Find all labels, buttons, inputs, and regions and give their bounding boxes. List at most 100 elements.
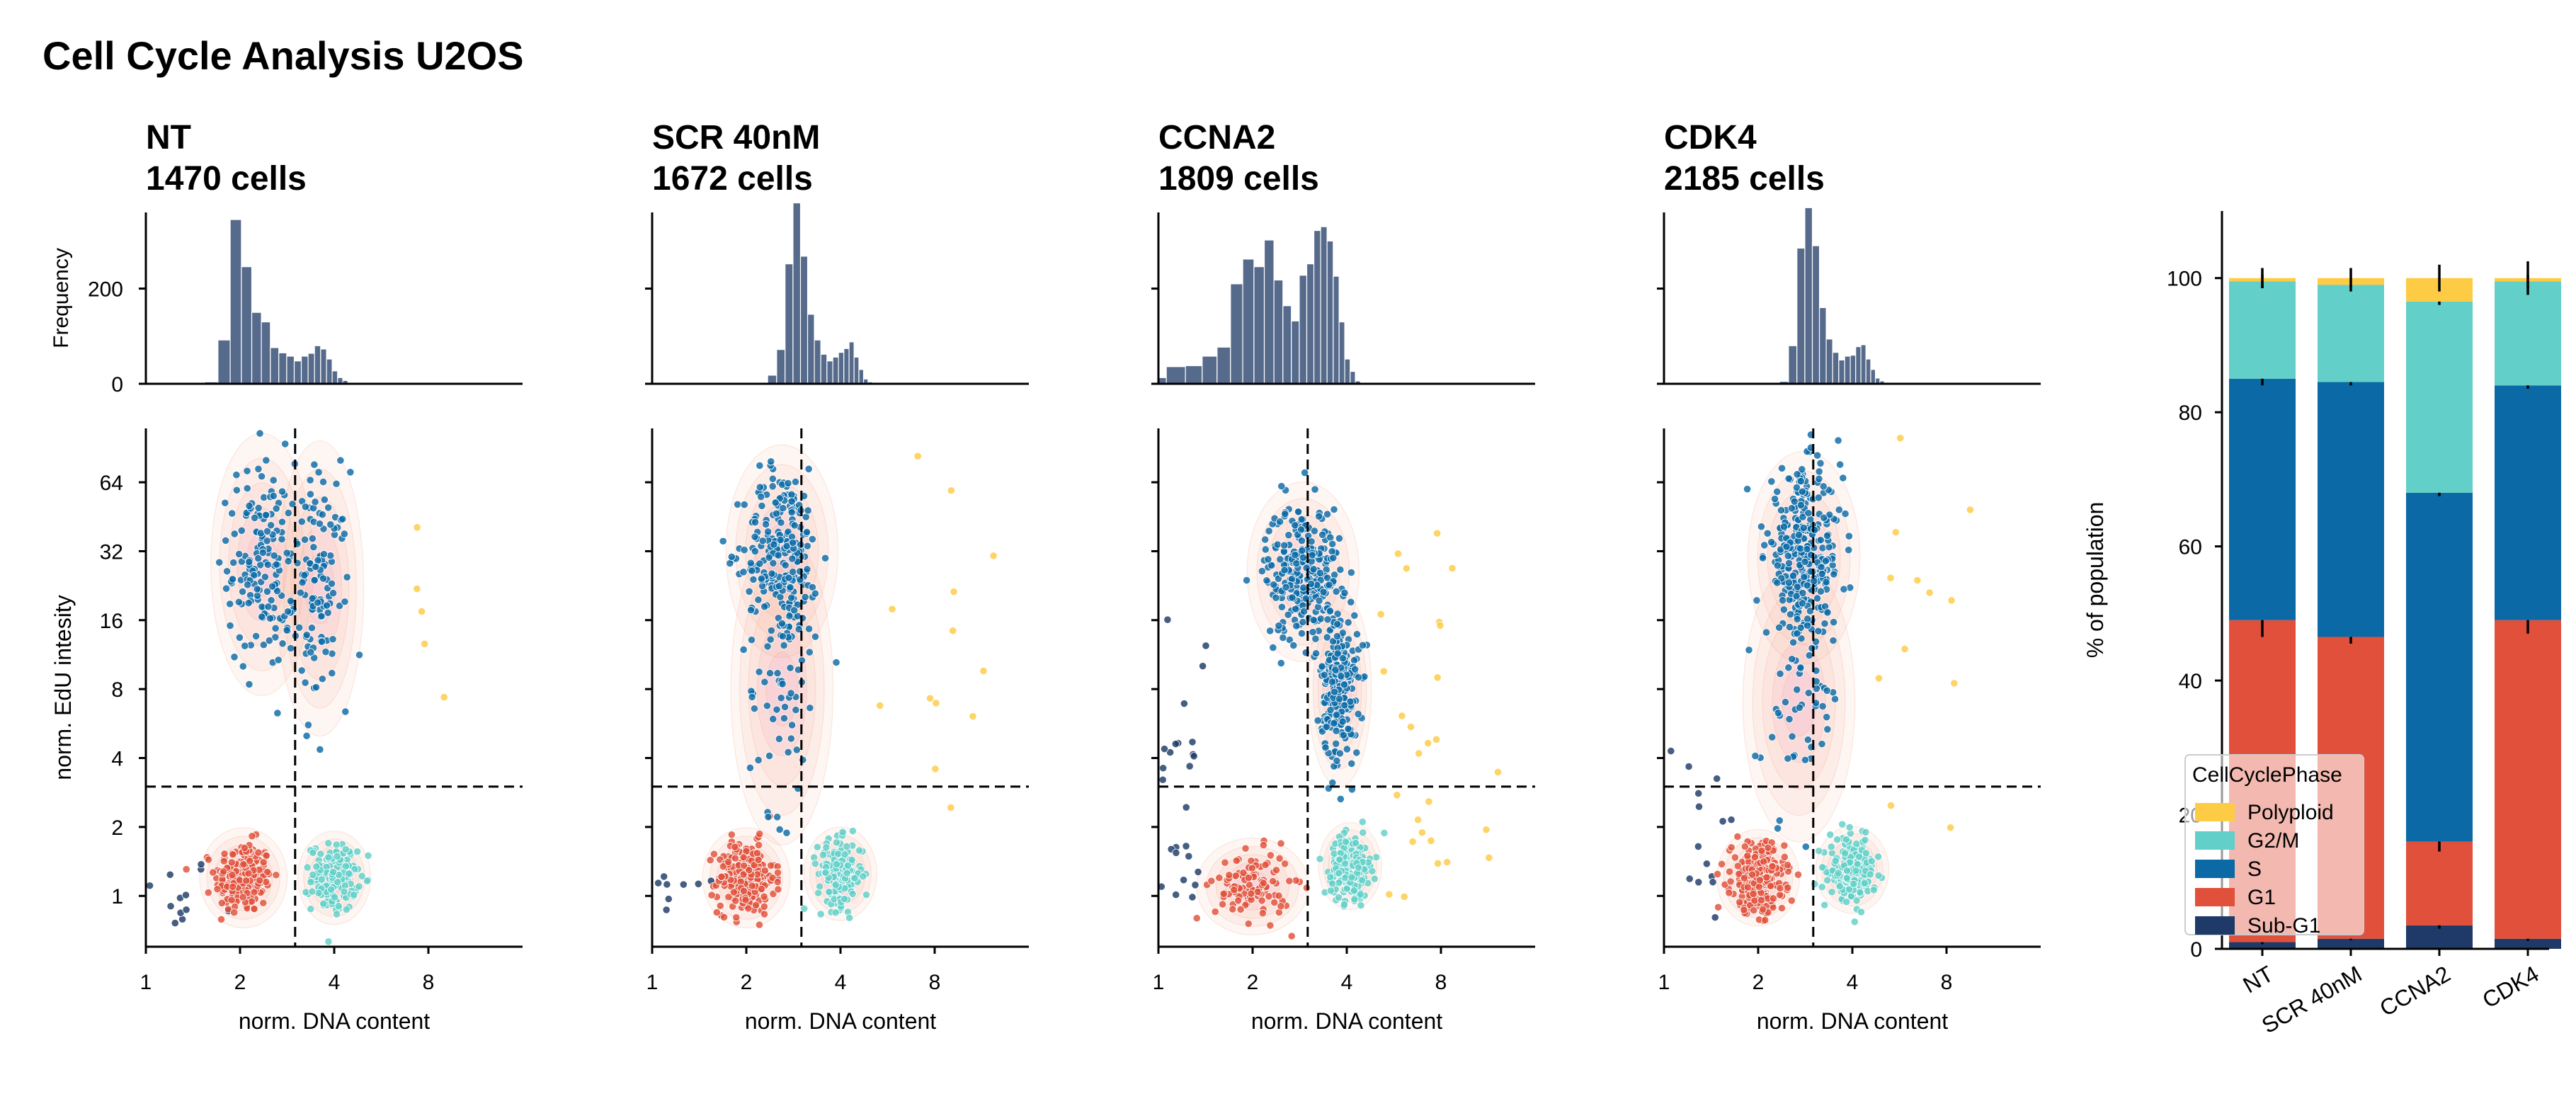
histogram-bar: [314, 345, 321, 384]
scatter-point: [706, 856, 714, 865]
scatter-point: [1795, 703, 1803, 712]
scatter-point: [227, 896, 236, 904]
histogram-ylabel: Frequency: [50, 248, 73, 348]
scatter-point: [776, 535, 785, 544]
scatter-point: [1265, 527, 1273, 535]
scatter-point: [271, 633, 280, 642]
scatter-point: [1768, 733, 1777, 741]
scatter-point: [1750, 906, 1758, 915]
scatter-point: [1310, 527, 1318, 535]
scatter-point: [166, 902, 175, 911]
scatter-point: [773, 877, 782, 887]
scatter-point: [1833, 836, 1842, 844]
scatter-point: [1292, 622, 1301, 630]
scatter-point: [309, 870, 317, 879]
scatter-point: [811, 860, 820, 868]
legend-swatch: [2195, 888, 2235, 906]
scatter-point: [1836, 460, 1845, 469]
scatter-point: [1780, 853, 1789, 861]
scatter-point: [235, 633, 244, 642]
histogram-bar: [326, 358, 333, 384]
scatter-point: [746, 763, 755, 772]
scatter-point: [1194, 867, 1202, 876]
scatter-point: [1292, 559, 1301, 568]
scatter-point: [1775, 816, 1784, 825]
scatter-point: [230, 908, 239, 917]
scatter-point: [757, 574, 765, 583]
scatter-point: [286, 644, 295, 653]
scatter-point: [273, 587, 282, 596]
scatter-point: [303, 863, 312, 872]
scatter-point: [727, 831, 736, 839]
scatter-point: [254, 503, 263, 513]
scatter-point: [771, 498, 780, 507]
scatter-point: [748, 882, 756, 890]
scatter-point: [227, 858, 236, 867]
scatter-point: [1158, 802, 1159, 804]
scatter-point: [222, 536, 230, 545]
scatter-point: [252, 632, 261, 640]
scatter-point: [1335, 534, 1344, 542]
scatter-point: [333, 852, 341, 860]
bar-category-label: CCNA2: [2376, 961, 2455, 1021]
scatter-point: [1394, 549, 1403, 558]
scatter-point: [1276, 555, 1284, 564]
scatter-point: [709, 850, 719, 858]
histogram-panel: [645, 202, 1029, 385]
histogram-bar: [1844, 355, 1851, 384]
scatter-point: [228, 575, 237, 583]
scatter-point: [1694, 789, 1703, 798]
scatter-point: [1340, 680, 1349, 689]
scatter-point: [1789, 571, 1798, 580]
scatter-point: [1211, 908, 1219, 916]
scatter-point: [739, 568, 748, 576]
scatter-point: [1820, 513, 1828, 522]
legend-label: G1: [2247, 886, 2276, 909]
scatter-xtick-label: 8: [423, 971, 435, 994]
scatter-point: [1333, 710, 1341, 719]
scatter-point: [816, 882, 824, 891]
scatter-point: [338, 515, 347, 523]
scatter-point: [229, 882, 237, 891]
scatter-point: [1857, 908, 1866, 916]
scatter-point: [1826, 831, 1835, 839]
scatter-xtick-label: 1: [1153, 971, 1165, 994]
scatter-point: [1351, 839, 1360, 848]
scatter-point: [1820, 620, 1829, 628]
scatter-point: [281, 440, 290, 448]
scatter-point: [1743, 883, 1752, 891]
scatter-point: [804, 465, 813, 473]
histogram-bar: [1202, 355, 1218, 384]
scatter-point: [1819, 482, 1828, 491]
scatter-point: [1760, 857, 1768, 866]
histogram-panel: 0 200 Frequency: [50, 212, 523, 397]
scatter-point: [1351, 665, 1360, 673]
scatter-ytick-label: 2: [111, 816, 123, 840]
scatter-point: [719, 537, 727, 545]
legend: CellCyclePhase Polyploid G2/M S G1 Sub-G1: [2184, 754, 2364, 938]
scatter-point: [1312, 649, 1321, 658]
scatter-point: [262, 456, 270, 465]
scatter-point: [1493, 768, 1503, 777]
scatter-point: [1328, 678, 1337, 686]
panel-title: CCNA2: [1158, 119, 1276, 156]
scatter-point: [778, 680, 787, 688]
scatter-point: [1823, 725, 1832, 734]
scatter-point: [239, 893, 247, 901]
scatter-point: [1792, 592, 1801, 600]
scatter-point: [750, 861, 758, 870]
scatter-point: [317, 637, 326, 646]
scatter-point: [295, 623, 304, 632]
scatter-point: [1798, 465, 1806, 474]
legend-label: S: [2247, 857, 2262, 881]
scatter-point: [716, 901, 724, 910]
scatter-point: [1777, 904, 1786, 913]
stacked-bar-segment: [2318, 285, 2384, 382]
histogram-bar: [1818, 307, 1827, 384]
histogram-bar: [251, 312, 262, 384]
scatter-point: [1823, 713, 1831, 722]
scatter-point: [1799, 588, 1807, 598]
scatter-point: [302, 731, 311, 740]
scatter-point: [1236, 905, 1245, 913]
scatter-point: [263, 867, 272, 876]
